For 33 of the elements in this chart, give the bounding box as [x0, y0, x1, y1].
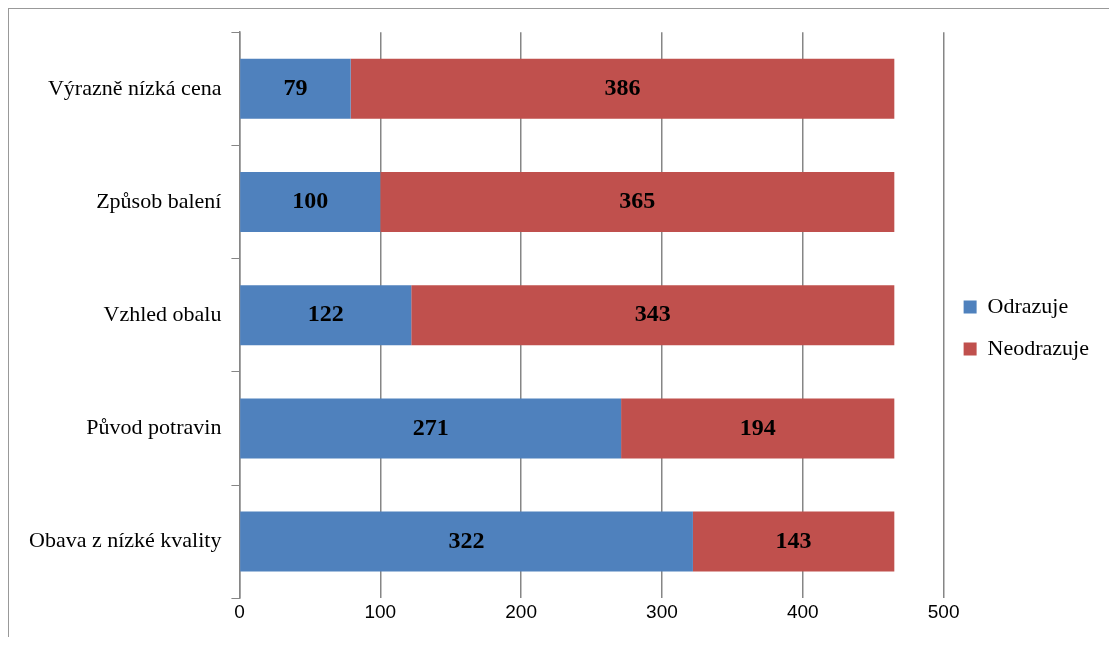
data-label: 143 [775, 526, 812, 553]
bar [411, 285, 895, 346]
bar [240, 58, 351, 119]
y-tick-label: Vzhled obalu [103, 300, 222, 326]
x-tick-label: 300 [646, 600, 678, 622]
bar [240, 398, 622, 459]
data-label: 322 [448, 526, 485, 553]
data-label: 79 [283, 74, 308, 100]
bar [240, 511, 693, 572]
bar [380, 172, 895, 232]
y-tick-label: Původ potravin [86, 414, 222, 440]
bar [350, 58, 895, 119]
y-tick-label: Výrazně nízká cena [47, 74, 222, 100]
data-label: 194 [739, 413, 776, 440]
data-label: 271 [412, 413, 449, 440]
legend-label: Neodrazuje [987, 334, 1090, 360]
x-tick-label: 200 [505, 600, 537, 622]
bar [240, 285, 412, 346]
data-label: 122 [307, 300, 344, 327]
y-tick-label: Způsob balení [96, 187, 222, 213]
data-label: 365 [619, 187, 656, 214]
x-tick-label: 100 [364, 600, 397, 622]
y-tick-label: Obava z nízké kvality [28, 527, 222, 553]
x-tick-label: 500 [927, 600, 960, 622]
data-label: 386 [604, 74, 641, 100]
bar [240, 172, 381, 232]
data-label: 343 [634, 300, 671, 327]
data-label: 100 [292, 187, 329, 214]
x-tick-label: 0 [234, 600, 245, 622]
bar [621, 398, 895, 459]
legend-label: Odrazuje [987, 292, 1069, 318]
x-tick-label: 400 [786, 600, 819, 622]
bar [692, 511, 895, 572]
